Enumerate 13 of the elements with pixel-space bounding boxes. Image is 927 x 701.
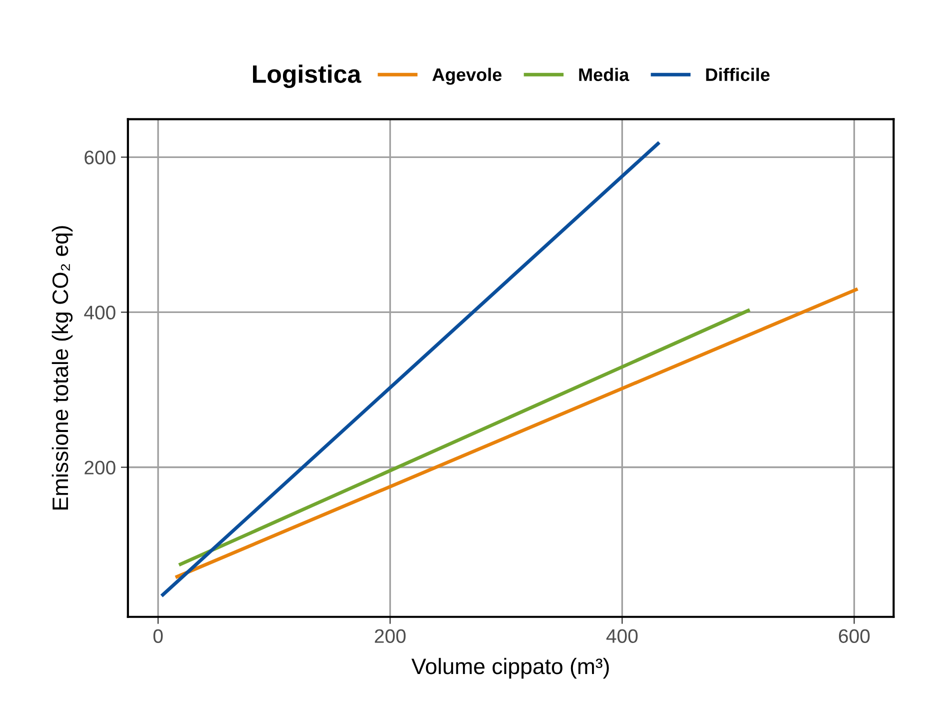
y-axis-title: Emissione totale (kg CO₂ eq) <box>52 226 73 510</box>
legend-label: Media <box>579 68 630 82</box>
legend-label: Agevole <box>432 68 502 85</box>
y-tick-label: 400 <box>84 306 116 320</box>
x-tick-label: 0 <box>153 629 163 643</box>
y-tick-label: 600 <box>84 150 116 164</box>
y-tick-label: 200 <box>84 460 116 474</box>
x-tick-label: 200 <box>374 629 406 643</box>
x-axis-title: Volume cippato (m³) <box>411 658 609 679</box>
x-tick-label: 600 <box>838 629 870 643</box>
legend-title: Logistica <box>253 64 362 88</box>
legend-label: Difficile <box>706 68 770 82</box>
x-tick-label: 400 <box>606 629 638 643</box>
